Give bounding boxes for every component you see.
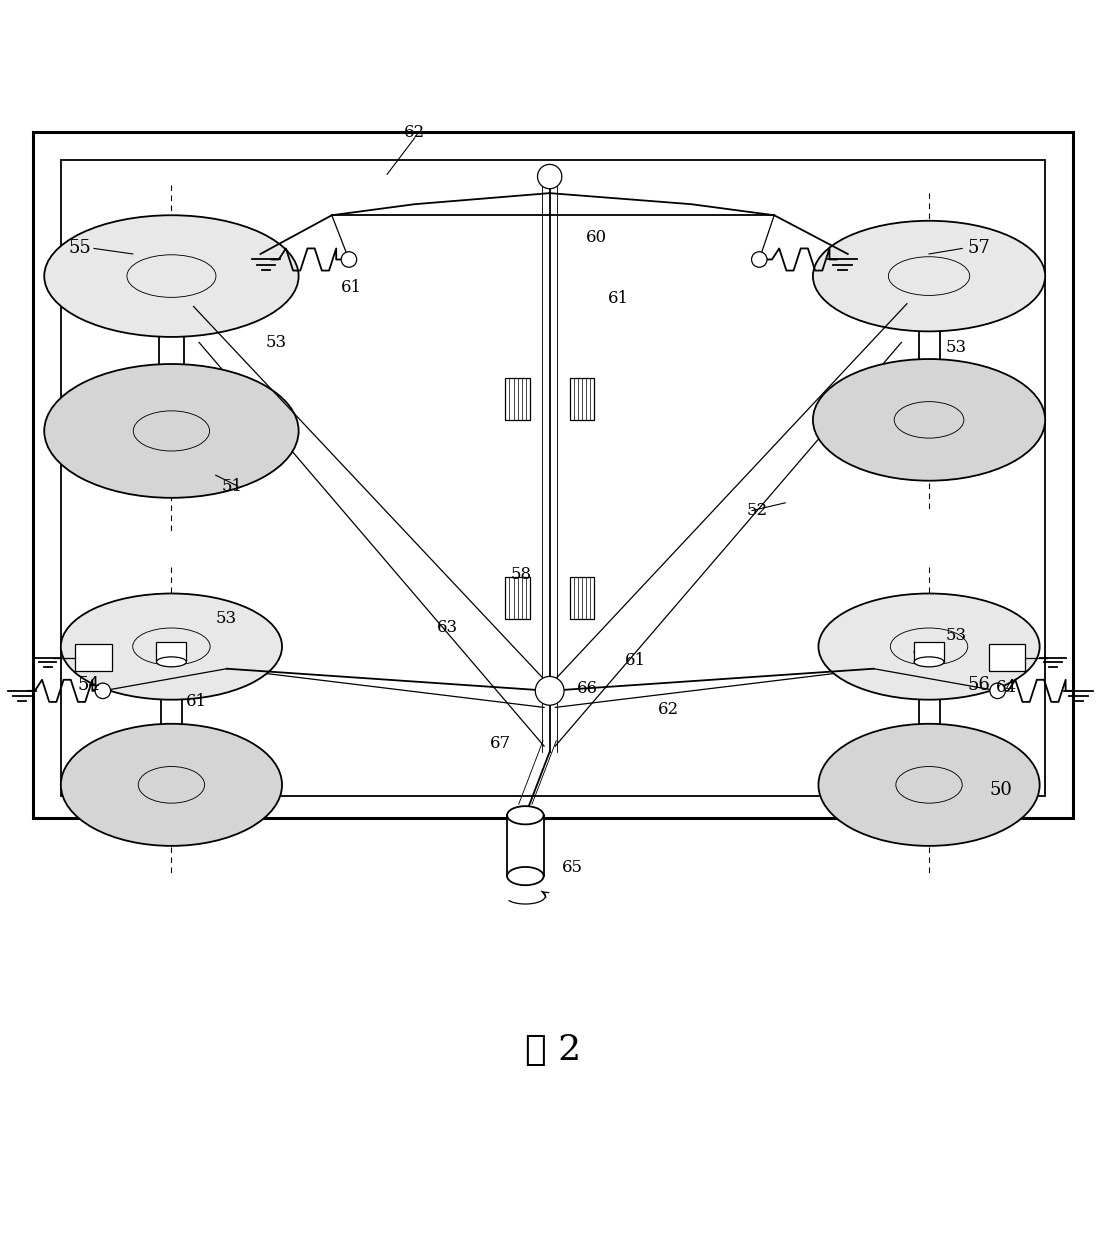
Ellipse shape [61,593,282,699]
Text: 62: 62 [404,123,425,141]
Text: 67: 67 [490,736,511,752]
Circle shape [752,252,766,267]
Text: 65: 65 [562,859,583,876]
Circle shape [538,164,562,189]
Text: 61: 61 [608,290,629,306]
Ellipse shape [44,364,299,498]
Bar [159,248,184,466]
Ellipse shape [44,215,299,336]
Circle shape [341,252,356,267]
Ellipse shape [818,723,1040,845]
Bar [33,132,1073,818]
Text: 64: 64 [995,679,1016,696]
Text: 61: 61 [625,653,646,669]
Text: 60: 60 [586,229,607,246]
Text: 61: 61 [341,278,362,296]
Bar [157,641,186,662]
Text: 51: 51 [221,478,242,495]
Bar [61,160,1045,796]
Text: 53: 53 [946,339,967,357]
Text: 66: 66 [577,680,598,697]
Bar [505,378,530,420]
Ellipse shape [914,656,943,667]
Circle shape [95,683,111,698]
Ellipse shape [157,646,186,656]
Ellipse shape [813,359,1045,481]
Text: 56: 56 [968,677,991,694]
Ellipse shape [813,220,1045,331]
Text: 57: 57 [968,239,991,257]
Ellipse shape [157,656,186,667]
Bar [918,252,940,454]
Text: 图 2: 图 2 [525,1033,581,1067]
Ellipse shape [914,646,943,656]
Text: 61: 61 [186,693,207,711]
Bar [505,577,530,619]
Bar [989,644,1025,670]
Text: 58: 58 [511,566,532,583]
Text: 53: 53 [265,334,286,352]
Text: 53: 53 [216,610,237,627]
Bar [570,378,594,420]
Bar [914,641,945,662]
Text: 50: 50 [990,781,1013,799]
Text: 62: 62 [658,701,679,718]
Text: 55: 55 [69,239,92,257]
Bar [918,622,940,818]
Ellipse shape [61,723,282,845]
Circle shape [535,677,564,706]
Circle shape [990,683,1005,698]
Bar [161,622,181,818]
Text: 53: 53 [946,627,967,644]
Ellipse shape [507,867,544,886]
Text: 63: 63 [437,619,458,636]
Bar [570,577,594,619]
Text: 54: 54 [77,677,101,694]
Ellipse shape [818,593,1040,699]
Text: 52: 52 [747,501,768,519]
Bar [75,644,112,670]
Ellipse shape [507,806,544,824]
Bar [507,815,543,876]
